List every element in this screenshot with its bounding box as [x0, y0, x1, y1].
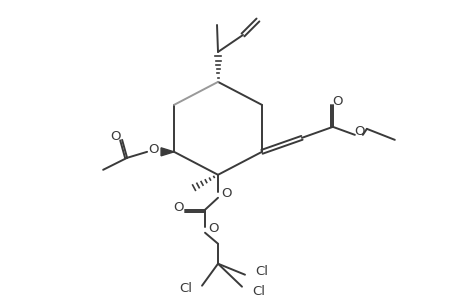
- Text: Cl: Cl: [254, 265, 268, 278]
- Text: Cl: Cl: [252, 285, 264, 298]
- Text: Cl: Cl: [179, 282, 191, 295]
- Text: O: O: [332, 95, 342, 108]
- Text: O: O: [207, 222, 218, 235]
- Text: O: O: [173, 201, 183, 214]
- Text: O: O: [147, 143, 158, 156]
- Text: O: O: [220, 187, 231, 200]
- Text: O: O: [354, 125, 364, 138]
- Polygon shape: [161, 148, 174, 156]
- Text: O: O: [110, 130, 120, 143]
